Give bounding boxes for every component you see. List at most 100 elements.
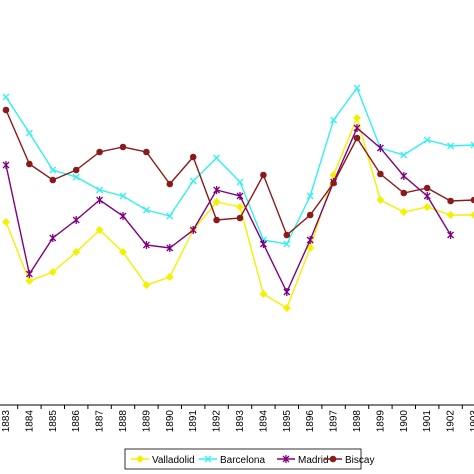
- marker: [119, 248, 127, 256]
- marker: [2, 161, 10, 169]
- x-tick-label: 1892: [212, 410, 223, 433]
- marker: [49, 166, 57, 174]
- marker: [353, 84, 361, 92]
- marker: [353, 114, 361, 122]
- marker: [142, 281, 151, 289]
- marker: [330, 116, 338, 124]
- marker: [48, 268, 57, 276]
- marker: [143, 148, 150, 156]
- marker: [26, 160, 33, 168]
- marker: [236, 203, 244, 211]
- marker: [96, 148, 103, 156]
- marker: [166, 244, 174, 252]
- marker: [212, 198, 221, 206]
- marker: [119, 192, 127, 200]
- marker: [283, 288, 291, 296]
- marker: [2, 93, 10, 101]
- marker: [25, 277, 34, 285]
- marker: [165, 273, 174, 281]
- x-tick-label: 1885: [48, 410, 59, 433]
- marker: [189, 153, 197, 161]
- marker: [470, 141, 474, 149]
- marker: [400, 189, 408, 197]
- marker: [400, 151, 408, 159]
- x-tick-label: 1901: [422, 410, 433, 433]
- marker: [447, 231, 455, 239]
- marker: [49, 176, 57, 184]
- marker: [353, 124, 361, 132]
- marker: [400, 172, 408, 180]
- legend-label: Biscay: [345, 455, 374, 466]
- marker: [236, 178, 244, 186]
- marker: [95, 226, 104, 234]
- x-tick-label: 1897: [329, 410, 340, 433]
- marker: [447, 197, 454, 205]
- x-tick-label: 1893: [235, 410, 246, 433]
- marker: [236, 192, 244, 200]
- marker: [423, 192, 431, 200]
- marker: [2, 106, 10, 114]
- marker: [306, 192, 314, 200]
- marker: [282, 304, 291, 312]
- x-tick-label: 1896: [305, 410, 316, 433]
- marker: [72, 173, 80, 181]
- legend-marker: [204, 455, 212, 463]
- marker: [330, 179, 337, 187]
- marker: [423, 203, 432, 211]
- marker: [25, 129, 33, 137]
- marker: [447, 142, 455, 150]
- marker: [470, 211, 474, 219]
- marker: [376, 144, 384, 152]
- x-tick-label: 1899: [375, 410, 386, 433]
- x-tick-label: 1888: [118, 410, 129, 433]
- legend-marker: [282, 455, 290, 463]
- marker: [377, 170, 384, 178]
- x-tick-label: 1886: [71, 410, 82, 433]
- x-tick-label: 1890: [165, 410, 176, 433]
- legend-marker: [329, 455, 337, 463]
- marker: [166, 180, 174, 188]
- marker: [306, 211, 314, 219]
- marker: [260, 171, 267, 179]
- marker: [119, 212, 127, 220]
- legend-box: [124, 448, 362, 470]
- x-tick-label: 1894: [258, 410, 269, 433]
- marker: [376, 196, 385, 204]
- marker: [283, 240, 291, 248]
- marker: [283, 231, 291, 239]
- legend-label: Madrid: [298, 455, 329, 466]
- marker: [96, 186, 104, 194]
- marker: [142, 206, 150, 214]
- marker: [236, 214, 244, 222]
- x-tick-label: 1900: [399, 410, 410, 433]
- marker: [189, 226, 197, 234]
- marker: [213, 186, 221, 194]
- marker: [189, 177, 197, 185]
- x-tick-label: 1898: [352, 410, 363, 433]
- marker: [96, 196, 104, 204]
- x-tick-label: 1889: [141, 410, 152, 433]
- legend-marker: [136, 455, 144, 463]
- marker: [259, 290, 268, 298]
- marker: [446, 211, 455, 219]
- marker: [72, 166, 80, 174]
- marker: [119, 143, 127, 151]
- marker: [213, 216, 220, 224]
- marker: [399, 208, 408, 216]
- marker: [353, 134, 361, 142]
- legend-label: Barcelona: [220, 455, 265, 466]
- legend-label: Valladolid: [152, 455, 195, 466]
- x-tick-label: 1891: [188, 410, 199, 433]
- marker: [423, 136, 431, 144]
- marker: [259, 240, 267, 248]
- marker: [306, 236, 314, 244]
- marker: [213, 154, 221, 162]
- x-tick-label: 1895: [282, 410, 293, 433]
- series-line: [5, 126, 452, 294]
- marker: [25, 270, 33, 278]
- marker: [142, 241, 150, 249]
- marker: [2, 218, 10, 226]
- x-tick-label: 1887: [95, 410, 106, 433]
- x-tick-label: 1903: [469, 410, 474, 433]
